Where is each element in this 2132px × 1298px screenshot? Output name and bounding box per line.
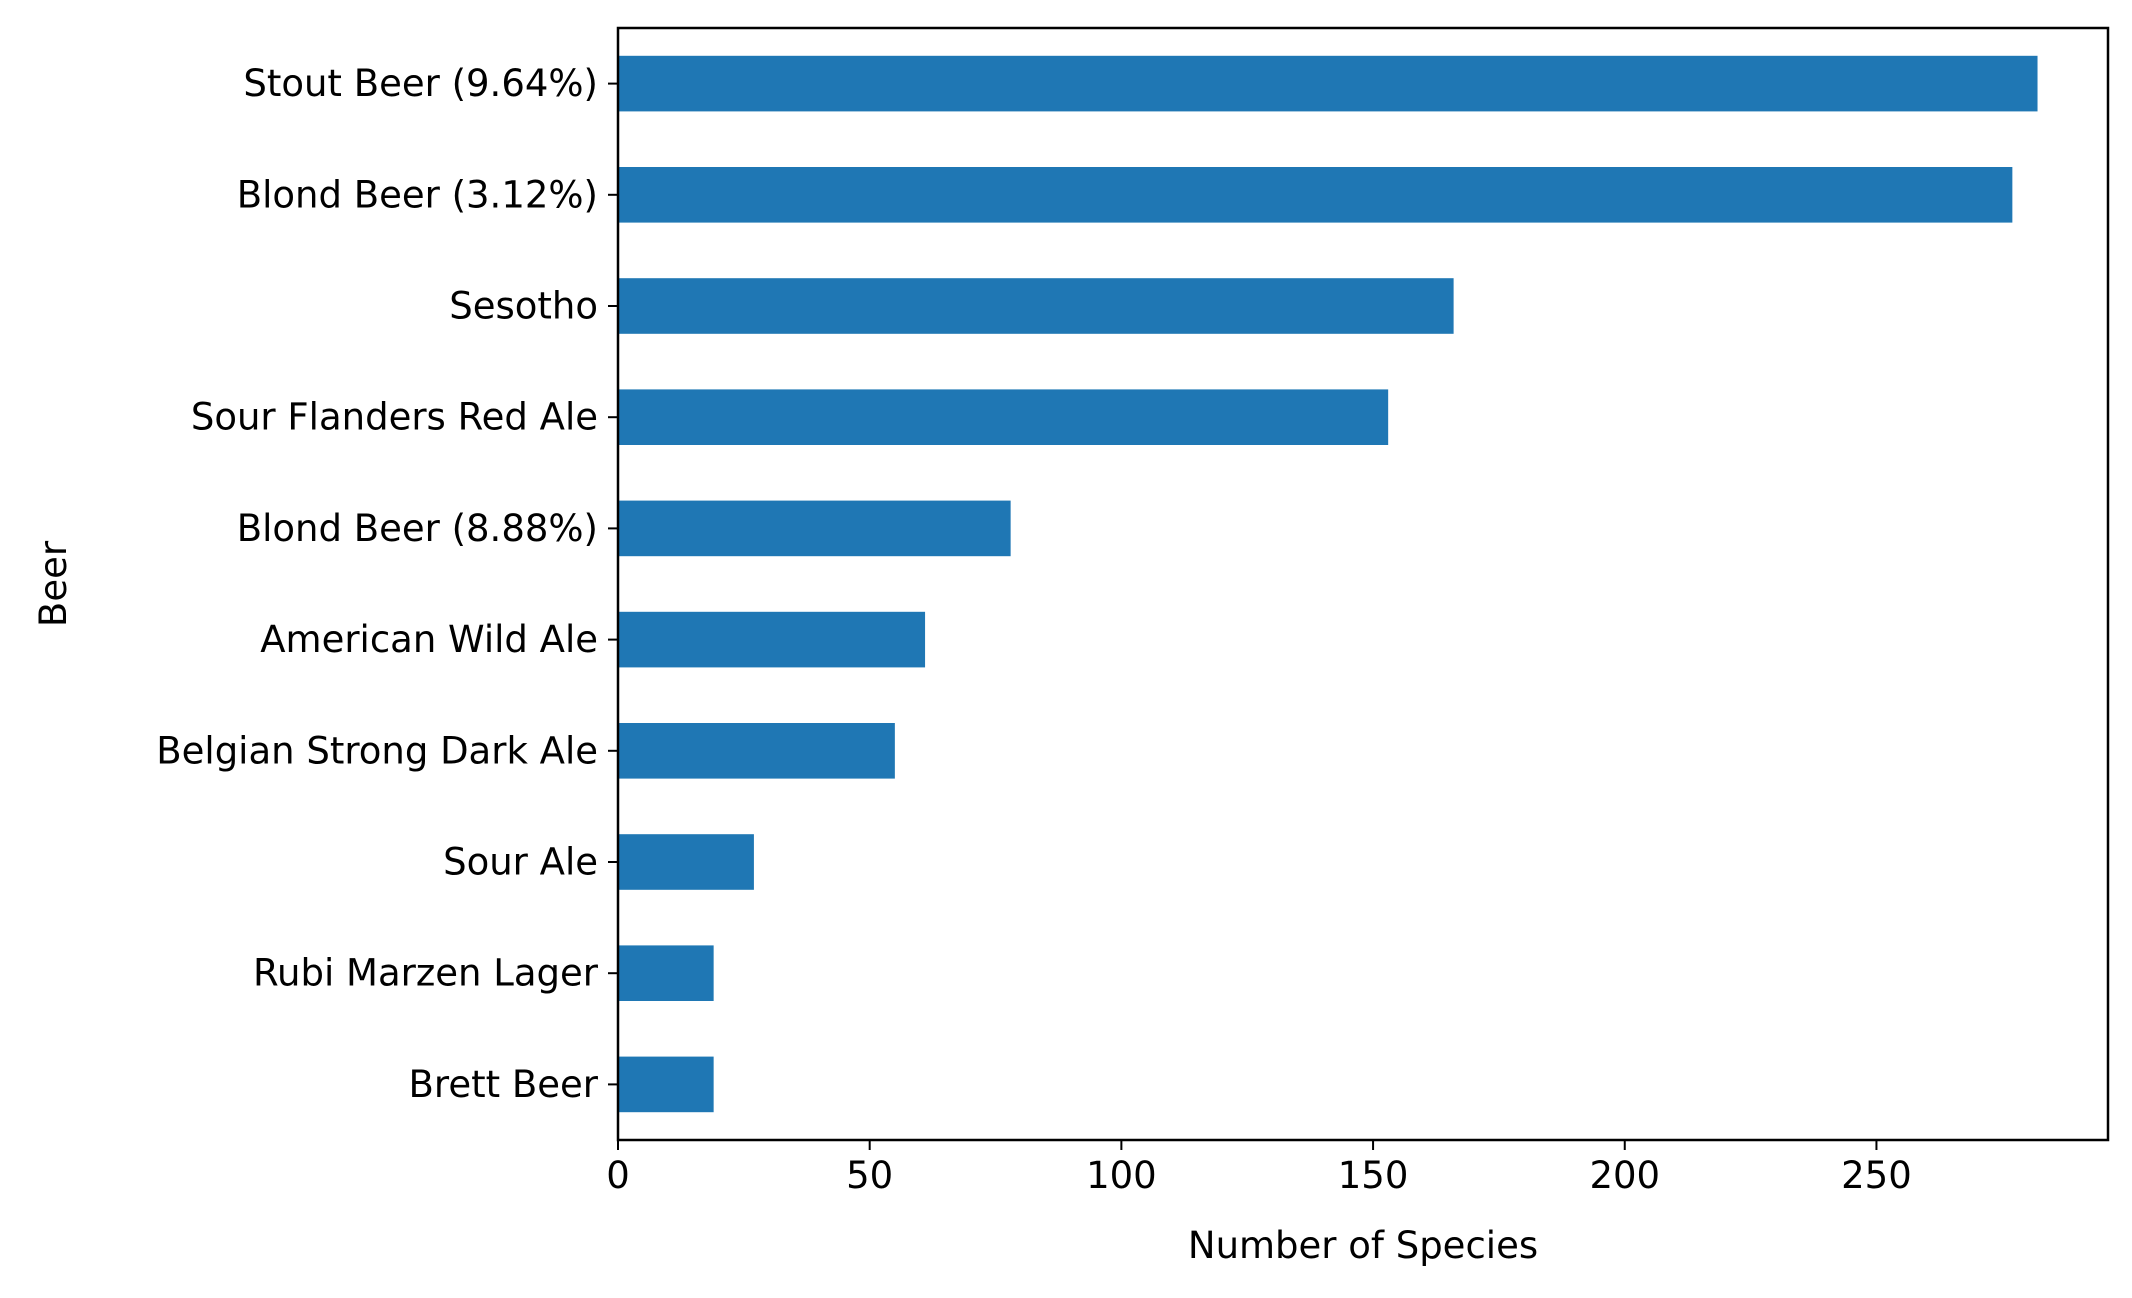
y-tick-label: Sour Ale bbox=[443, 841, 598, 884]
x-tick-label: 0 bbox=[606, 1154, 630, 1197]
bar-5 bbox=[618, 611, 926, 668]
y-tick-label: Sesotho bbox=[449, 285, 598, 328]
y-tick-label: Belgian Strong Dark Ale bbox=[156, 729, 598, 772]
y-tick-label: Blond Beer (3.12%) bbox=[237, 173, 598, 216]
bars-group bbox=[618, 55, 2038, 1113]
plot-frame bbox=[616, 26, 2110, 1142]
x-tick-label: 100 bbox=[1086, 1154, 1157, 1197]
x-tick-label: 150 bbox=[1338, 1154, 1409, 1197]
y-tick-label: Brett Beer bbox=[409, 1063, 599, 1106]
y-tick-label: Rubi Marzen Lager bbox=[253, 952, 599, 995]
bar-3 bbox=[618, 389, 1389, 445]
bar-6 bbox=[618, 723, 895, 779]
x-tick-label: 200 bbox=[1589, 1154, 1660, 1197]
bar-9 bbox=[618, 1056, 714, 1113]
x-axis: 0 50 100 150 200 250 bbox=[606, 1140, 1912, 1197]
y-axis-label: Beer bbox=[32, 540, 75, 627]
bar-0 bbox=[618, 55, 2038, 112]
y-tick-label: Stout Beer (9.64%) bbox=[243, 62, 598, 105]
y-tick-label: Sour Flanders Red Ale bbox=[191, 396, 598, 439]
y-axis: Stout Beer (9.64%) Blond Beer (3.12%) Seso… bbox=[156, 62, 618, 1106]
bar-8 bbox=[618, 945, 714, 1001]
x-tick-label: 250 bbox=[1841, 1154, 1912, 1197]
y-tick-label: Blond Beer (8.88%) bbox=[237, 507, 598, 550]
bar-4 bbox=[618, 500, 1011, 557]
bar-2 bbox=[618, 278, 1454, 334]
y-tick-label: American Wild Ale bbox=[260, 618, 598, 661]
x-tick-label: 50 bbox=[846, 1154, 893, 1197]
bar-1 bbox=[618, 167, 2013, 223]
x-axis-label: Number of Species bbox=[1188, 1224, 1538, 1267]
bar-7 bbox=[618, 834, 754, 890]
